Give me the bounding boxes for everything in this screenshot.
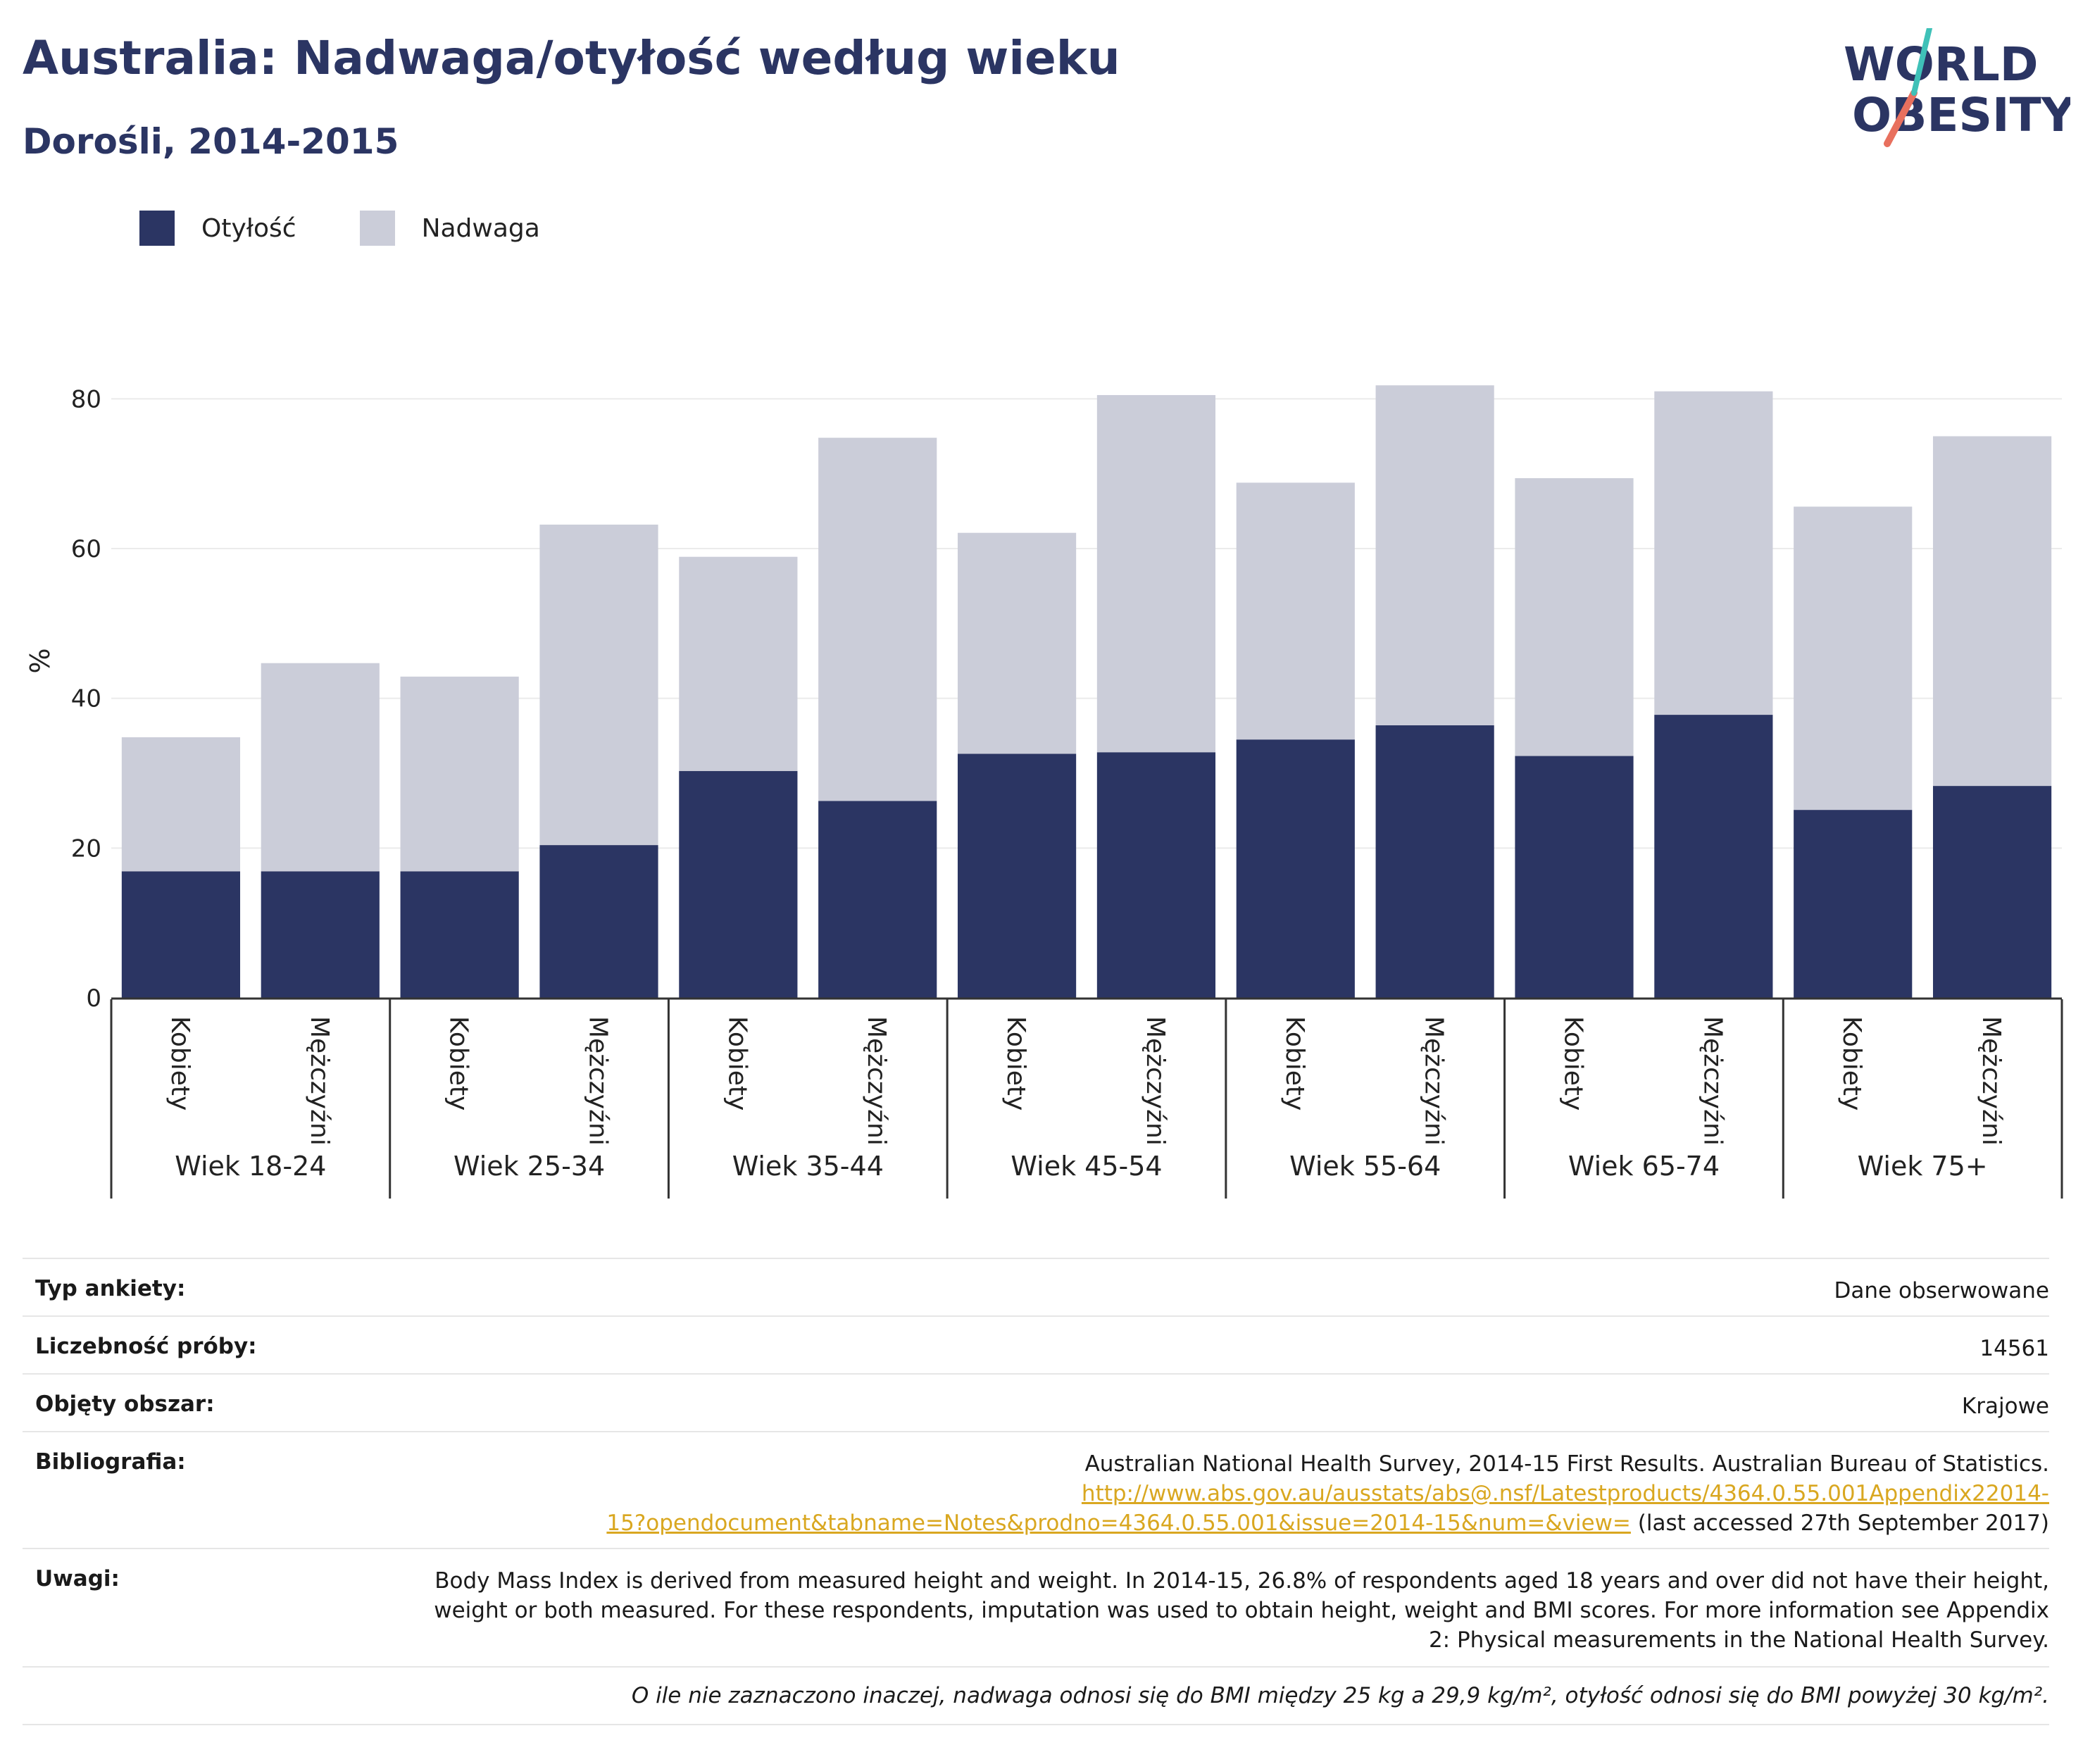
bar-overweight bbox=[957, 532, 1077, 754]
bar-category-label: Kobiety bbox=[723, 1016, 751, 1111]
meta-row-footnote: O ile nie zaznaczono inaczej, nadwaga od… bbox=[23, 1666, 2049, 1725]
bar-category-label: Mężczyźni bbox=[1977, 1016, 2006, 1146]
meta-row-notes: Uwagi: Body Mass Index is derived from m… bbox=[23, 1548, 2049, 1666]
bar-category-label: Mężczyźni bbox=[584, 1016, 613, 1146]
y-tick-label: 20 bbox=[71, 834, 101, 863]
bar-category-label: Kobiety bbox=[1280, 1016, 1309, 1111]
bar-overweight bbox=[1932, 436, 2052, 787]
bar-obesity bbox=[1236, 739, 1355, 998]
group-label: Wiek 18-24 bbox=[175, 1151, 326, 1182]
bar-obesity bbox=[261, 871, 380, 998]
bar-category-label: Kobiety bbox=[444, 1016, 473, 1111]
group-label: Wiek 65-74 bbox=[1568, 1151, 1720, 1182]
legend-item-obesity[interactable]: Otyłość bbox=[139, 211, 296, 246]
bar-overweight bbox=[1654, 391, 1773, 715]
bar-obesity bbox=[1096, 752, 1216, 998]
legend-swatch-obesity bbox=[139, 211, 175, 246]
bar-obesity bbox=[1375, 725, 1494, 998]
bar-obesity bbox=[679, 770, 798, 998]
biblio-text: Australian National Health Survey, 2014-… bbox=[1084, 1451, 2049, 1477]
meta-label: Typ ankiety: bbox=[35, 1276, 186, 1301]
metadata-table: Typ ankiety: Dane obserwowane Liczebność… bbox=[23, 1258, 2049, 1725]
group-label: Wiek 55-64 bbox=[1289, 1151, 1441, 1182]
bar-obesity bbox=[1794, 810, 1913, 998]
bar-overweight bbox=[1375, 385, 1494, 725]
group-label: Wiek 75+ bbox=[1858, 1151, 1988, 1182]
y-axis-label: % bbox=[25, 648, 56, 673]
meta-row-survey-type: Typ ankiety: Dane obserwowane bbox=[23, 1258, 2049, 1315]
bar-overweight bbox=[1794, 506, 1913, 811]
meta-value: Krajowe bbox=[1961, 1394, 2049, 1419]
bar-category-label: Mężczyźni bbox=[1698, 1016, 1727, 1146]
group-label: Wiek 45-54 bbox=[1011, 1151, 1162, 1182]
meta-row-area: Objęty obszar: Krajowe bbox=[23, 1373, 2049, 1431]
meta-row-sample: Liczebność próby: 14561 bbox=[23, 1315, 2049, 1373]
bar-overweight bbox=[679, 556, 798, 771]
bar-overweight bbox=[400, 676, 519, 872]
logo-line2: OBESITY bbox=[1852, 88, 2070, 142]
meta-value: Australian National Health Survey, 2014-… bbox=[606, 1449, 2049, 1548]
meta-label: Uwagi: bbox=[35, 1566, 120, 1591]
bar-category-label: Kobiety bbox=[1559, 1016, 1588, 1111]
bar-overweight bbox=[121, 737, 241, 872]
group-label: Wiek 35-44 bbox=[732, 1151, 884, 1182]
bar-overweight bbox=[818, 437, 937, 801]
bar-obesity bbox=[400, 871, 519, 998]
biblio-suffix: (last accessed 27th September 2017) bbox=[1630, 1510, 2049, 1536]
y-tick-label: 40 bbox=[71, 685, 101, 713]
bar-obesity bbox=[1515, 756, 1634, 998]
y-tick-label: 60 bbox=[71, 535, 101, 563]
meta-label: Objęty obszar: bbox=[35, 1391, 215, 1417]
legend-swatch-overweight bbox=[359, 211, 395, 246]
bar-obesity bbox=[957, 753, 1077, 998]
bar-category-label: Mężczyźni bbox=[1420, 1016, 1449, 1146]
world-obesity-logo: WORLD OBESITY bbox=[1831, 25, 2076, 155]
bar-chart: 0 20 40 60 80% Kobiety Mężczyźni Kobiety Mężczyź… bbox=[25, 385, 2063, 1199]
y-tick-label: 80 bbox=[71, 385, 101, 413]
meta-value: Dane obserwowane bbox=[1834, 1278, 2049, 1303]
bar-obesity bbox=[121, 871, 241, 998]
meta-row-bibliography: Bibliografia: Australian National Health… bbox=[23, 1431, 2049, 1548]
footnote: O ile nie zaznaczono inaczej, nadwaga od… bbox=[631, 1683, 2049, 1708]
bar-overweight bbox=[261, 663, 380, 872]
y-tick-label: 0 bbox=[86, 984, 101, 1013]
bar-obesity bbox=[818, 801, 937, 998]
meta-label: Liczebność próby: bbox=[35, 1334, 257, 1359]
bar-overweight bbox=[1236, 482, 1355, 740]
bar-category-label: Kobiety bbox=[1001, 1016, 1030, 1111]
logo-line1: WORLD bbox=[1844, 37, 2039, 92]
bar-obesity bbox=[1932, 786, 2052, 998]
bar-category-label: Mężczyźni bbox=[1141, 1016, 1170, 1146]
bar-category-label: Kobiety bbox=[1837, 1016, 1866, 1111]
bar-category-label: Mężczyźni bbox=[862, 1016, 891, 1146]
bar-category-label: Mężczyźni bbox=[305, 1016, 334, 1146]
meta-value: Body Mass Index is derived from measured… bbox=[434, 1568, 2049, 1653]
legend-label-obesity: Otyłość bbox=[201, 213, 296, 243]
meta-value: 14561 bbox=[1979, 1336, 2049, 1361]
legend: Otyłość Nadwaga bbox=[139, 208, 603, 248]
group-label: Wiek 25-34 bbox=[453, 1151, 605, 1182]
chart-title: Australia: Nadwaga/otyłość według wieku bbox=[23, 31, 1120, 85]
legend-item-overweight[interactable]: Nadwaga bbox=[359, 211, 540, 246]
bar-overweight bbox=[539, 524, 658, 846]
bar-overweight bbox=[1515, 478, 1634, 756]
chart-subtitle: Dorośli, 2014-2015 bbox=[23, 121, 399, 162]
bar-obesity bbox=[1654, 715, 1773, 998]
biblio-link[interactable]: http://www.abs.gov.au/ausstats/abs@.nsf/… bbox=[606, 1481, 2049, 1536]
bar-category-label: Kobiety bbox=[165, 1016, 194, 1111]
legend-label-overweight: Nadwaga bbox=[421, 213, 540, 243]
meta-label: Bibliografia: bbox=[35, 1449, 186, 1475]
bar-overweight bbox=[1096, 395, 1216, 753]
bar-obesity bbox=[539, 845, 658, 998]
